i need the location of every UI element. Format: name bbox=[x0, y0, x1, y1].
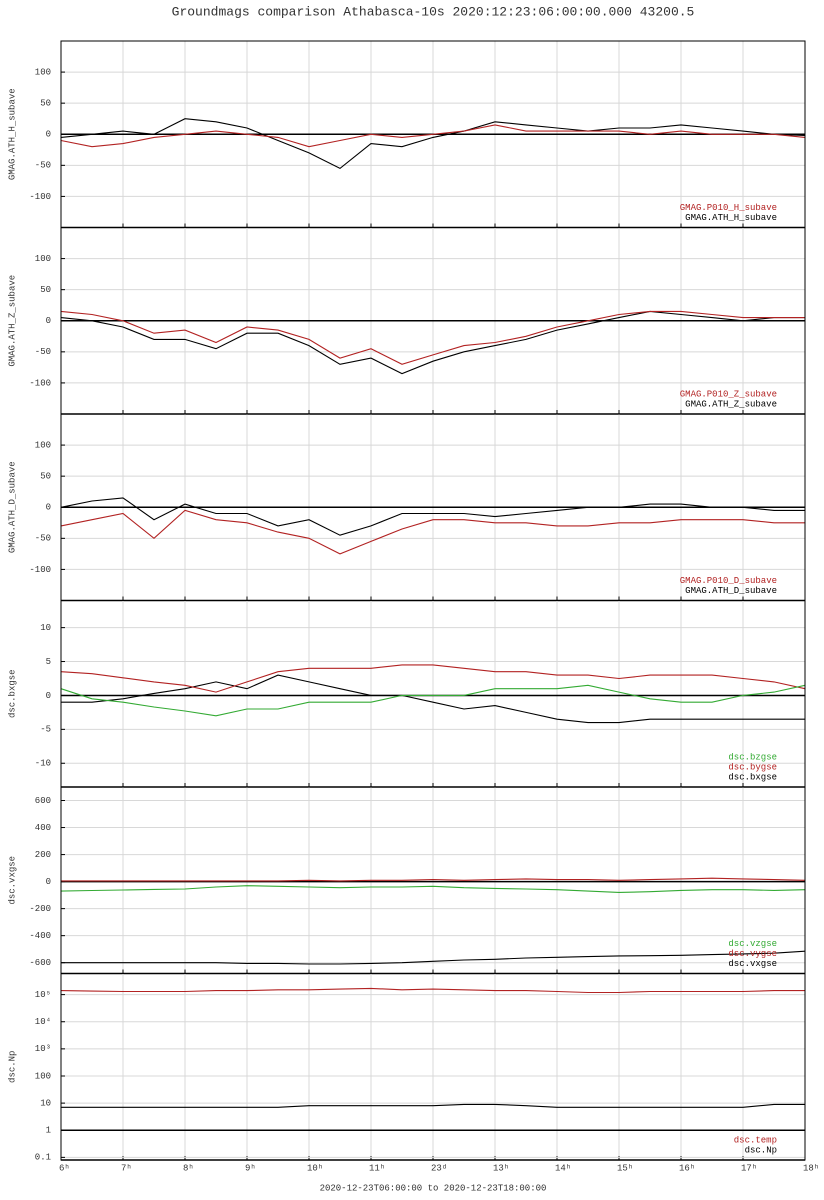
series-line bbox=[61, 877, 806, 882]
y-axis-label: GMAG.ATH_Z_subave bbox=[7, 275, 17, 367]
series-line bbox=[61, 1103, 805, 1108]
y-tick-label: 0 bbox=[46, 691, 51, 701]
x-tick-label: 10ʰ bbox=[307, 1163, 323, 1173]
y-tick-label: 10³ bbox=[35, 1044, 51, 1054]
y-axis-label: dsc.bxgse bbox=[7, 669, 17, 718]
y-tick-label: -100 bbox=[29, 378, 51, 388]
y-tick-label: 50 bbox=[40, 285, 51, 295]
legend-entry: GMAG.P010_Z_subave bbox=[680, 389, 777, 399]
x-tick-label: 18ʰ bbox=[803, 1163, 819, 1173]
series-line bbox=[60, 124, 806, 148]
series-line bbox=[61, 950, 806, 965]
y-tick-label: -5 bbox=[40, 725, 51, 735]
x-tick-label: 8ʰ bbox=[183, 1163, 194, 1173]
y-tick-label: 10 bbox=[40, 1098, 51, 1108]
y-tick-label: 1 bbox=[46, 1126, 51, 1136]
y-tick-label: 0 bbox=[46, 130, 51, 140]
legend-entry: dsc.bzgse bbox=[728, 752, 777, 762]
legend-entry: dsc.vygse bbox=[728, 949, 777, 959]
legend-entry: dsc.bygse bbox=[728, 762, 777, 772]
series-line bbox=[60, 310, 805, 375]
y-tick-label: 400 bbox=[35, 823, 51, 833]
y-tick-label: 10⁵ bbox=[35, 990, 51, 1000]
y-tick-label: -100 bbox=[29, 192, 51, 202]
legend-entry: GMAG.P010_D_subave bbox=[680, 576, 777, 586]
legend-entry: dsc.bxgse bbox=[728, 772, 777, 782]
y-tick-label: 10⁴ bbox=[35, 1016, 51, 1027]
x-tick-label: 7ʰ bbox=[121, 1163, 132, 1173]
y-tick-label: 0 bbox=[46, 316, 51, 326]
y-tick-label: -50 bbox=[35, 161, 51, 171]
y-tick-label: 100 bbox=[35, 67, 51, 77]
series-line bbox=[61, 674, 805, 724]
y-tick-label: -50 bbox=[35, 347, 51, 357]
chart-title: Groundmags comparison Athabasca-10s 2020… bbox=[172, 4, 695, 19]
x-tick-label: 6ʰ bbox=[59, 1163, 70, 1173]
y-tick-label: 200 bbox=[35, 850, 51, 860]
legend-entry: GMAG.P010_H_subave bbox=[680, 203, 777, 213]
y-tick-label: -200 bbox=[29, 904, 51, 914]
series-line bbox=[60, 509, 805, 555]
y-tick-label: -50 bbox=[35, 534, 51, 544]
y-tick-label: 100 bbox=[35, 440, 51, 450]
y-tick-label: -400 bbox=[29, 931, 51, 941]
y-tick-label: 600 bbox=[35, 796, 51, 806]
legend-entry: dsc.temp bbox=[734, 1135, 777, 1145]
x-tick-label: 14ʰ bbox=[555, 1163, 571, 1173]
series-line bbox=[60, 684, 806, 717]
legend-entry: dsc.vzgse bbox=[728, 939, 777, 949]
x-axis-label: 2020-12-23T06:00:00 to 2020-12-23T18:00:… bbox=[320, 1183, 547, 1193]
y-tick-label: -100 bbox=[29, 565, 51, 575]
x-tick-label: 13ʰ bbox=[493, 1163, 509, 1173]
y-tick-label: 0.1 bbox=[35, 1153, 51, 1163]
y-axis-label: dsc.vxgse bbox=[7, 856, 17, 905]
y-tick-label: -10 bbox=[35, 759, 51, 769]
legend-entry: GMAG.ATH_H_subave bbox=[685, 213, 777, 223]
y-tick-label: 0 bbox=[46, 877, 51, 887]
legend-entry: dsc.vxgse bbox=[728, 959, 777, 969]
y-tick-label: 50 bbox=[40, 472, 51, 482]
y-tick-label: -600 bbox=[29, 958, 51, 968]
x-tick-label: 17ʰ bbox=[741, 1163, 757, 1173]
y-axis-label: GMAG.ATH_D_subave bbox=[7, 461, 17, 553]
y-tick-label: 5 bbox=[46, 657, 51, 667]
y-tick-label: 0 bbox=[46, 503, 51, 513]
x-tick-label: 11ʰ bbox=[369, 1163, 385, 1173]
legend-entry: dsc.Np bbox=[745, 1145, 777, 1155]
y-tick-label: 100 bbox=[35, 254, 51, 264]
series-line bbox=[60, 987, 805, 994]
y-tick-label: 50 bbox=[40, 99, 51, 109]
y-axis-label: GMAG.ATH_H_subave bbox=[7, 88, 17, 180]
x-tick-label: 15ʰ bbox=[617, 1163, 633, 1173]
legend-entry: GMAG.ATH_Z_subave bbox=[685, 399, 777, 409]
series-line bbox=[60, 664, 806, 693]
series-line bbox=[60, 310, 805, 365]
series-line bbox=[60, 885, 806, 893]
series-line bbox=[60, 118, 806, 170]
y-tick-label: 10 bbox=[40, 623, 51, 633]
y-axis-label: dsc.Np bbox=[7, 1051, 17, 1083]
x-tick-label: 9ʰ bbox=[245, 1163, 256, 1173]
x-tick-label: 23ᵈ bbox=[431, 1163, 447, 1173]
y-tick-label: 100 bbox=[35, 1071, 51, 1081]
x-tick-label: 16ʰ bbox=[679, 1163, 695, 1173]
legend-entry: GMAG.ATH_D_subave bbox=[685, 586, 777, 596]
series-line bbox=[60, 497, 805, 536]
